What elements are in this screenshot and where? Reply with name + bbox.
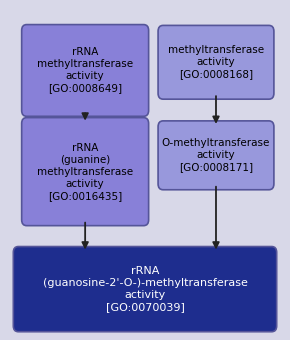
Text: rRNA
methyltransferase
activity
[GO:0008649]: rRNA methyltransferase activity [GO:0008… xyxy=(37,48,133,94)
Text: rRNA
(guanine)
methyltransferase
activity
[GO:0016435]: rRNA (guanine) methyltransferase activit… xyxy=(37,143,133,201)
Text: O-methyltransferase
activity
[GO:0008171]: O-methyltransferase activity [GO:0008171… xyxy=(162,138,270,172)
FancyBboxPatch shape xyxy=(158,26,274,99)
FancyBboxPatch shape xyxy=(22,118,148,226)
Text: methyltransferase
activity
[GO:0008168]: methyltransferase activity [GO:0008168] xyxy=(168,45,264,79)
FancyBboxPatch shape xyxy=(158,121,274,190)
Text: rRNA
(guanosine-2'-O-)-methyltransferase
activity
[GO:0070039]: rRNA (guanosine-2'-O-)-methyltransferase… xyxy=(43,266,247,312)
FancyBboxPatch shape xyxy=(22,24,148,116)
FancyBboxPatch shape xyxy=(13,246,277,332)
